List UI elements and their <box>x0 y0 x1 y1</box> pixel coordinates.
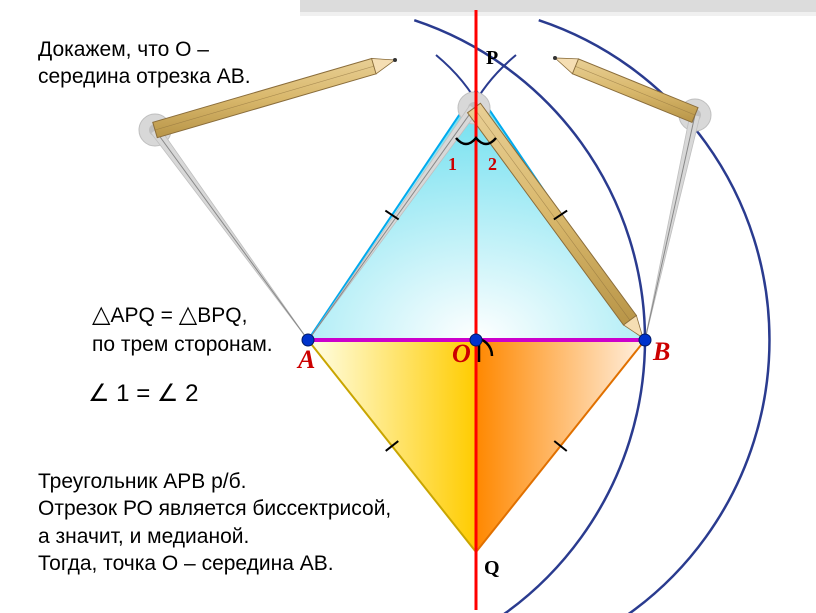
label-B: B <box>652 337 670 366</box>
prove-text: Докажем, что О – середина отрезка АВ. <box>38 36 298 91</box>
label-1: 1 <box>448 154 457 174</box>
label-A: A <box>296 345 315 374</box>
point <box>639 334 651 346</box>
label-2: 2 <box>488 154 497 174</box>
label-O: O <box>452 339 471 368</box>
point <box>470 334 482 346</box>
label-Q: Q <box>484 557 500 579</box>
congruence-text: △APQ = △BPQ, по трем сторонам. <box>92 300 273 358</box>
label-P: P <box>486 47 498 69</box>
angle-eq-text: ∠ 1 = ∠ 2 <box>88 378 198 410</box>
conclusion-text: Треугольник АРВ р/б. Отрезок РО является… <box>38 468 391 577</box>
